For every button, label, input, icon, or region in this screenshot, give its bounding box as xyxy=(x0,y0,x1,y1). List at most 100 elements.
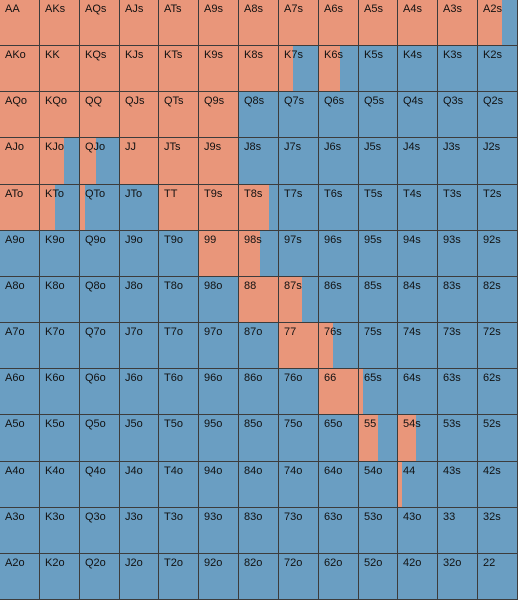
hand-cell[interactable]: 82s xyxy=(478,277,518,323)
hand-cell[interactable]: J8s xyxy=(239,138,279,185)
hand-cell[interactable]: T4s xyxy=(398,185,438,231)
hand-cell[interactable]: Q7o xyxy=(80,323,120,369)
hand-cell[interactable]: 82o xyxy=(239,554,279,600)
hand-cell[interactable]: Q6o xyxy=(80,369,120,415)
hand-cell[interactable]: 43o xyxy=(398,508,438,554)
hand-cell[interactable]: Q2o xyxy=(80,554,120,600)
hand-cell[interactable]: J9o xyxy=(120,231,159,277)
hand-cell[interactable]: A6o xyxy=(0,369,40,415)
hand-cell[interactable]: 63o xyxy=(319,508,359,554)
hand-cell[interactable]: 64o xyxy=(319,462,359,508)
hand-cell[interactable]: K4s xyxy=(398,46,438,92)
hand-cell[interactable]: Q5o xyxy=(80,415,120,462)
hand-cell[interactable]: KJs xyxy=(120,46,159,92)
hand-cell[interactable]: K2s xyxy=(478,46,518,92)
hand-cell[interactable]: T6o xyxy=(159,369,199,415)
hand-cell[interactable]: 64s xyxy=(398,369,438,415)
hand-cell[interactable]: 55 xyxy=(359,415,398,462)
hand-cell[interactable]: K8o xyxy=(40,277,80,323)
hand-cell[interactable]: J7o xyxy=(120,323,159,369)
hand-cell[interactable]: A8s xyxy=(239,0,279,46)
hand-cell[interactable]: A4o xyxy=(0,462,40,508)
hand-cell[interactable]: QJs xyxy=(120,92,159,138)
hand-cell[interactable]: KK xyxy=(40,46,80,92)
hand-cell[interactable]: KQo xyxy=(40,92,80,138)
hand-cell[interactable]: 32o xyxy=(438,554,478,600)
hand-cell[interactable]: A3s xyxy=(438,0,478,46)
hand-cell[interactable]: T5s xyxy=(359,185,398,231)
hand-cell[interactable]: T6s xyxy=(319,185,359,231)
hand-cell[interactable]: J2s xyxy=(478,138,518,185)
hand-cell[interactable]: 96o xyxy=(199,369,239,415)
hand-cell[interactable]: Q6s xyxy=(319,92,359,138)
hand-cell[interactable]: A2s xyxy=(478,0,518,46)
hand-cell[interactable]: 84s xyxy=(398,277,438,323)
hand-cell[interactable]: 22 xyxy=(478,554,518,600)
hand-cell[interactable]: 97o xyxy=(199,323,239,369)
hand-cell[interactable]: Q3s xyxy=(438,92,478,138)
hand-cell[interactable]: Q7s xyxy=(279,92,319,138)
hand-cell[interactable]: AJs xyxy=(120,0,159,46)
hand-cell[interactable]: A6s xyxy=(319,0,359,46)
hand-cell[interactable]: AA xyxy=(0,0,40,46)
hand-cell[interactable]: Q8s xyxy=(239,92,279,138)
hand-cell[interactable]: 72s xyxy=(478,323,518,369)
hand-cell[interactable]: TT xyxy=(159,185,199,231)
hand-cell[interactable]: 53o xyxy=(359,508,398,554)
hand-cell[interactable]: K3s xyxy=(438,46,478,92)
hand-cell[interactable]: A2o xyxy=(0,554,40,600)
hand-cell[interactable]: A9s xyxy=(199,0,239,46)
hand-cell[interactable]: K2o xyxy=(40,554,80,600)
hand-cell[interactable]: J5o xyxy=(120,415,159,462)
hand-cell[interactable]: 76o xyxy=(279,369,319,415)
hand-cell[interactable]: AKs xyxy=(40,0,80,46)
hand-cell[interactable]: J4s xyxy=(398,138,438,185)
hand-cell[interactable]: 42s xyxy=(478,462,518,508)
hand-cell[interactable]: JTo xyxy=(120,185,159,231)
hand-cell[interactable]: A3o xyxy=(0,508,40,554)
hand-cell[interactable]: A8o xyxy=(0,277,40,323)
hand-cell[interactable]: 65s xyxy=(359,369,398,415)
hand-cell[interactable]: 95o xyxy=(199,415,239,462)
hand-cell[interactable]: 74o xyxy=(279,462,319,508)
hand-cell[interactable]: 54s xyxy=(398,415,438,462)
hand-cell[interactable]: 85o xyxy=(239,415,279,462)
hand-cell[interactable]: 98s xyxy=(239,231,279,277)
hand-cell[interactable]: 94s xyxy=(398,231,438,277)
hand-cell[interactable]: 52s xyxy=(478,415,518,462)
hand-cell[interactable]: 96s xyxy=(319,231,359,277)
hand-cell[interactable]: J9s xyxy=(199,138,239,185)
hand-cell[interactable]: JJ xyxy=(120,138,159,185)
hand-cell[interactable]: Q2s xyxy=(478,92,518,138)
hand-cell[interactable]: AQo xyxy=(0,92,40,138)
hand-cell[interactable]: A5o xyxy=(0,415,40,462)
hand-cell[interactable]: 33 xyxy=(438,508,478,554)
hand-cell[interactable]: K5s xyxy=(359,46,398,92)
hand-cell[interactable]: J5s xyxy=(359,138,398,185)
hand-cell[interactable]: AKo xyxy=(0,46,40,92)
hand-cell[interactable]: ATs xyxy=(159,0,199,46)
hand-cell[interactable]: T2o xyxy=(159,554,199,600)
hand-cell[interactable]: T2s xyxy=(478,185,518,231)
hand-cell[interactable]: Q8o xyxy=(80,277,120,323)
hand-cell[interactable]: J2o xyxy=(120,554,159,600)
hand-cell[interactable]: 65o xyxy=(319,415,359,462)
hand-cell[interactable]: K9s xyxy=(199,46,239,92)
hand-cell[interactable]: ATo xyxy=(0,185,40,231)
hand-cell[interactable]: K3o xyxy=(40,508,80,554)
hand-cell[interactable]: 83o xyxy=(239,508,279,554)
hand-cell[interactable]: 53s xyxy=(438,415,478,462)
hand-cell[interactable]: 44 xyxy=(398,462,438,508)
hand-cell[interactable]: 97s xyxy=(279,231,319,277)
hand-cell[interactable]: J7s xyxy=(279,138,319,185)
hand-cell[interactable]: 95s xyxy=(359,231,398,277)
hand-cell[interactable]: 54o xyxy=(359,462,398,508)
hand-cell[interactable]: 74s xyxy=(398,323,438,369)
hand-cell[interactable]: T4o xyxy=(159,462,199,508)
hand-cell[interactable]: A5s xyxy=(359,0,398,46)
hand-cell[interactable]: 94o xyxy=(199,462,239,508)
hand-cell[interactable]: A7s xyxy=(279,0,319,46)
hand-cell[interactable]: 73s xyxy=(438,323,478,369)
hand-cell[interactable]: T9o xyxy=(159,231,199,277)
hand-cell[interactable]: Q4o xyxy=(80,462,120,508)
